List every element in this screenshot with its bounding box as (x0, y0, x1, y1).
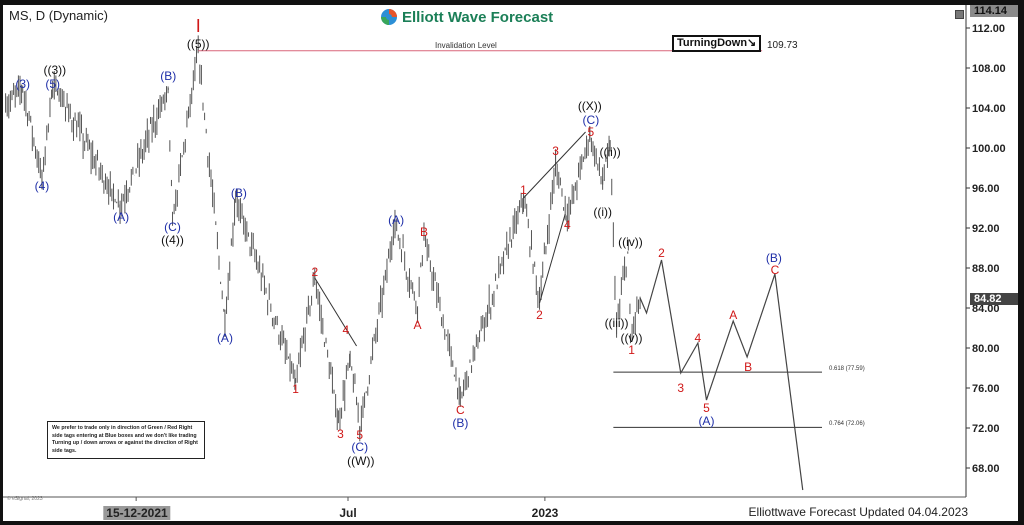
fib-764-label: 0.764 (72.06) (829, 421, 865, 427)
wave-label: (C) (351, 440, 368, 454)
wave-label: (A) (388, 213, 404, 227)
wave-label: 3 (552, 144, 559, 158)
wave-label: (B) (231, 186, 247, 200)
projection-path (639, 259, 804, 491)
wave-label: ((5)) (187, 37, 210, 51)
wave-label: C (771, 263, 780, 277)
wave-label: 2 (658, 246, 665, 260)
wave-label: ((i)) (593, 205, 612, 219)
wave-label: 3 (677, 381, 684, 395)
wave-label: B (744, 360, 752, 374)
x-tick-label: Jul (339, 506, 357, 520)
trend-line (314, 277, 357, 347)
wave-label: 4 (564, 218, 571, 232)
wave-label: 2 (536, 308, 543, 322)
y-tick-label: 88.00 (972, 263, 1000, 275)
trend-line (539, 213, 566, 304)
wave-label: ((v)) (621, 331, 643, 345)
disclaimer-box: We prefer to trade only in direction of … (47, 421, 205, 459)
brand-name: Elliott Wave Forecast (402, 8, 554, 26)
wave-label: 5 (356, 428, 363, 442)
wave-label: (A) (217, 331, 233, 345)
wave-label: 5 (703, 401, 710, 415)
y-tick-label: 80.00 (972, 343, 1000, 355)
y-tick-label: 104.00 (972, 103, 1006, 115)
wave-label: B (420, 225, 428, 239)
wave-label: I (196, 16, 201, 36)
y-tick-label: 96.00 (972, 183, 1000, 195)
wave-label: ((4)) (161, 233, 184, 247)
symbol-title: MS, D (Dynamic) (9, 8, 108, 23)
invalidation-label: Invalidation Level (435, 41, 497, 50)
chart-settings-icon[interactable] (955, 10, 964, 19)
wave-label: A (414, 318, 422, 332)
wave-label: (B) (160, 69, 176, 83)
wave-label: (A) (113, 210, 129, 224)
wave-label: 1 (292, 382, 299, 396)
wave-label: 2 (311, 265, 318, 279)
wave-label: 4 (695, 331, 702, 345)
wave-label: ((W)) (347, 454, 374, 468)
wave-label: 4 (343, 323, 350, 337)
wave-label: (A) (698, 414, 714, 428)
y-tick-label: 76.00 (972, 383, 1000, 395)
wave-label: (3) (15, 77, 30, 91)
wave-label: (B) (452, 416, 468, 430)
wave-label: 1 (520, 183, 527, 197)
y-tick-label: 92.00 (972, 223, 1000, 235)
invalidation-value: 109.73 (767, 40, 798, 51)
copyright: © eSignal, 2023 (7, 496, 43, 502)
x-tick-label: 2023 (531, 506, 559, 520)
wave-label: A (729, 308, 737, 322)
price-chart[interactable]: 112.00 108.00 104.00 100.00 96.00 92.00 88.00 8… (3, 5, 1018, 521)
x-tick-label: 15-12-2021 (103, 506, 171, 520)
fib-618-label: 0.618 (77.59) (829, 366, 865, 372)
y-tick-label: 108.00 (972, 63, 1006, 75)
wave-label: ((ii)) (599, 145, 620, 159)
wave-label: (C) (583, 113, 600, 127)
wave-label: (C) (164, 220, 181, 234)
y-tick-label: 112.00 (972, 23, 1005, 35)
chart-window: 112.00 108.00 104.00 100.00 96.00 92.00 88.00 8… (3, 5, 1018, 521)
y-tick-label: 84.00 (972, 303, 1000, 315)
updated-footer: Elliottwave Forecast Updated 04.04.2023 (748, 505, 968, 519)
wave-label: ((iii)) (605, 316, 629, 330)
brand-logo-icon (381, 9, 397, 25)
y-tick-label: 100.00 (972, 143, 1006, 155)
wave-label: (4) (35, 179, 50, 193)
y-tick-label: 72.00 (972, 423, 1000, 435)
wave-label: (5) (45, 77, 60, 91)
y-tick-label: 68.00 (972, 463, 1000, 475)
wave-label: (B) (766, 251, 782, 265)
wave-label: ((iv)) (618, 235, 643, 249)
wave-label: 1 (628, 343, 635, 357)
wave-label: 3 (337, 427, 344, 441)
current-price-tag: 84.82 (970, 293, 1018, 305)
wave-label: ((3)) (43, 63, 66, 77)
brand-logo: Elliott Wave Forecast (380, 8, 553, 26)
high-price-tag: 114.14 (970, 5, 1018, 17)
trend-line (523, 131, 586, 199)
turning-down-badge: TurningDown↘ (672, 35, 762, 52)
wave-label: C (456, 403, 465, 417)
wave-label: 5 (588, 125, 595, 139)
wave-label: ((X)) (578, 99, 602, 113)
